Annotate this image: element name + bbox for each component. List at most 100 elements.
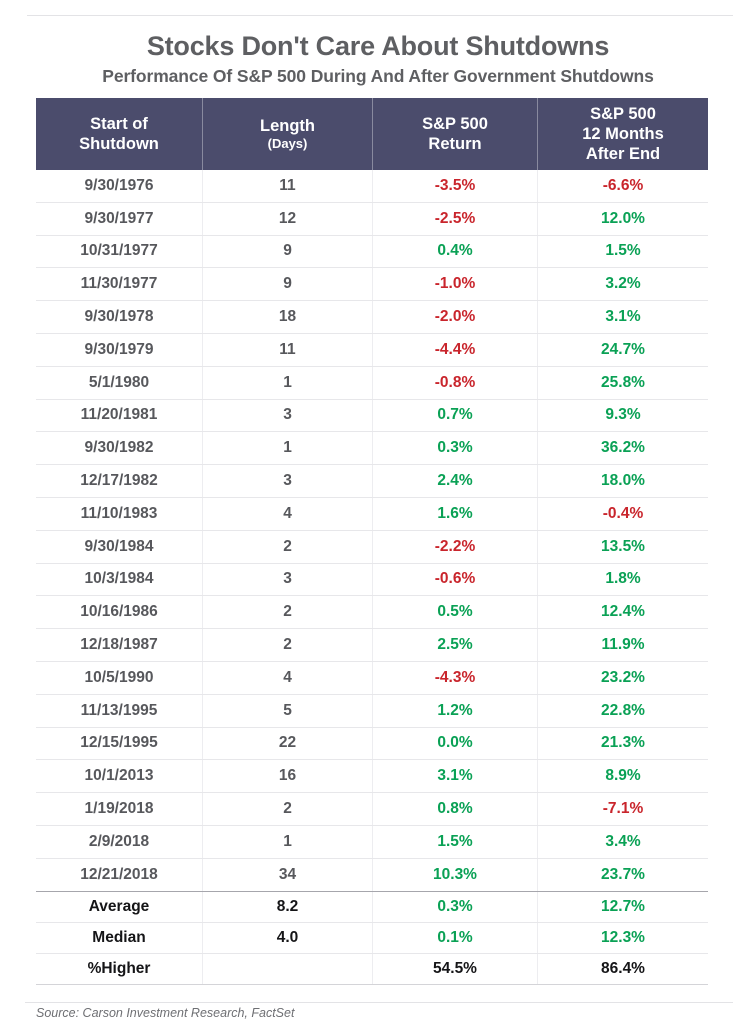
table-row: 11/10/1983 4 1.6% -0.4% (36, 497, 708, 531)
cell-start-date: 12/21/2018 (36, 858, 203, 891)
page-subtitle: Performance Of S&P 500 During And After … (102, 66, 654, 86)
table-row: 9/30/1976 11 -3.5% -6.6% (36, 170, 708, 203)
cell-sp500-12mo-after: 23.2% (601, 668, 645, 686)
table-row: 9/30/1984 2 -2.2% 13.5% (36, 530, 708, 564)
table-row: 9/30/1979 11 -4.4% 24.7% (36, 333, 708, 367)
table-row: 9/30/1982 1 0.3% 36.2% (36, 432, 708, 466)
col-header-label: S&P 500 Return (422, 114, 488, 153)
col-header-sp500-12-months-after: S&P 500 12 Months After End (538, 98, 708, 170)
cell-length-days: 9 (203, 235, 373, 268)
table-row: 10/31/1977 9 0.4% 1.5% (36, 235, 708, 269)
cell-sp500-12mo-after: -7.1% (602, 800, 644, 818)
cell-sp500-12mo-after: 21.3% (601, 734, 645, 752)
cell-start-date: 11/10/1983 (36, 497, 203, 530)
table-row: 10/3/1984 3 -0.6% 1.8% (36, 563, 708, 597)
cell-sp500-return: 0.3% (373, 432, 538, 465)
col-header-sp500-return: S&P 500 Return (373, 98, 538, 170)
cell-start-date: 9/30/1977 (36, 202, 203, 235)
cell-length-days: 3 (203, 563, 373, 596)
cell-start-date: %Higher (36, 953, 203, 985)
cell-length-days: 1 (203, 825, 373, 858)
cell-sp500-return: 0.0% (373, 727, 538, 760)
cell-sp500-12mo-after: -6.6% (602, 176, 644, 194)
cell-length-days: 16 (203, 760, 373, 793)
cell-sp500-return: -1.0% (373, 268, 538, 301)
cell-start-date: Average (36, 891, 203, 922)
cell-length-days: 2 (203, 793, 373, 825)
cell-length-days: 2 (203, 629, 373, 661)
cell-sp500-return: 1.2% (373, 694, 538, 727)
cell-sp500-12mo-after: 1.8% (605, 570, 641, 588)
cell-sp500-return: -2.0% (373, 301, 538, 333)
cell-length-days: 4 (203, 661, 373, 694)
table-row: 5/1/1980 1 -0.8% 25.8% (36, 366, 708, 400)
col-header-length-days: Length (Days) (203, 98, 373, 170)
cell-sp500-12mo-after: 12.0% (601, 209, 645, 227)
cell-sp500-return: 0.5% (373, 596, 538, 629)
col-header-sublabel: (Days) (267, 136, 308, 152)
cell-length-days: 4 (203, 497, 373, 530)
bottom-divider (25, 1002, 733, 1003)
cell-sp500-return: -4.3% (373, 661, 538, 694)
cell-length-days: 22 (203, 727, 373, 760)
cell-length-days: 11 (203, 170, 373, 202)
source-note: Source: Carson Investment Research, Fact… (36, 1006, 295, 1020)
cell-sp500-return: 0.7% (373, 399, 538, 432)
cell-length-days: 34 (203, 858, 373, 891)
cell-sp500-12mo-after: 23.7% (601, 865, 645, 883)
cell-length-days: 3 (203, 465, 373, 497)
table-row: 10/16/1986 2 0.5% 12.4% (36, 596, 708, 630)
cell-start-date: Median (36, 922, 203, 953)
cell-start-date: 11/13/1995 (36, 694, 203, 727)
cell-sp500-return: 1.6% (373, 497, 538, 530)
col-header-label: S&P 500 12 Months After End (582, 104, 664, 164)
cell-start-date: 11/30/1977 (36, 268, 203, 301)
cell-sp500-12mo-after: 12.7% (601, 897, 645, 915)
cell-sp500-return: 10.3% (373, 858, 538, 891)
table-row: 9/30/1978 18 -2.0% 3.1% (36, 301, 708, 334)
cell-length-days: 8.2 (203, 891, 373, 922)
cell-sp500-return: 2.4% (373, 465, 538, 497)
cell-sp500-return: -2.2% (373, 530, 538, 563)
cell-length-days: 12 (203, 202, 373, 235)
top-divider (27, 15, 733, 16)
cell-sp500-return: -0.6% (373, 563, 538, 596)
cell-sp500-12mo-after: 3.1% (605, 308, 641, 326)
cell-sp500-12mo-after: 1.5% (605, 242, 641, 260)
table-header: Start of Shutdown Length (Days) S&P 500 … (36, 98, 708, 170)
cell-length-days: 5 (203, 694, 373, 727)
cell-start-date: 10/3/1984 (36, 563, 203, 596)
cell-start-date: 9/30/1978 (36, 301, 203, 333)
table-row: 12/21/2018 34 10.3% 23.7% (36, 858, 708, 892)
cell-start-date: 10/31/1977 (36, 235, 203, 268)
cell-start-date: 10/5/1990 (36, 661, 203, 694)
table-row: 9/30/1977 12 -2.5% 12.0% (36, 202, 708, 236)
cell-start-date: 12/17/1982 (36, 465, 203, 497)
cell-sp500-12mo-after: 13.5% (601, 537, 645, 555)
cell-start-date: 5/1/1980 (36, 366, 203, 399)
cell-length-days: 9 (203, 268, 373, 301)
cell-sp500-12mo-after: 3.4% (605, 832, 641, 850)
table-row: 12/17/1982 3 2.4% 18.0% (36, 465, 708, 498)
col-header-start-of-shutdown: Start of Shutdown (36, 98, 203, 170)
cell-length-days: 18 (203, 301, 373, 333)
cell-sp500-12mo-after: 3.2% (605, 275, 641, 293)
col-header-label: Start of Shutdown (79, 114, 159, 153)
cell-sp500-12mo-after: 25.8% (601, 373, 645, 391)
cell-sp500-12mo-after: 8.9% (605, 767, 641, 785)
shutdown-performance-table: Start of Shutdown Length (Days) S&P 500 … (36, 98, 708, 986)
cell-sp500-return: 0.8% (373, 793, 538, 825)
cell-start-date: 1/19/2018 (36, 793, 203, 825)
cell-length-days: 2 (203, 596, 373, 629)
cell-sp500-return: -3.5% (373, 170, 538, 202)
table-row: Average 8.2 0.3% 12.7% (36, 891, 708, 923)
cell-start-date: 9/30/1979 (36, 333, 203, 366)
cell-sp500-12mo-after: 12.4% (601, 603, 645, 621)
cell-sp500-12mo-after: 24.7% (601, 340, 645, 358)
cell-start-date: 9/30/1982 (36, 432, 203, 465)
table-row: %Higher 54.5% 86.4% (36, 953, 708, 986)
table-row: Median 4.0 0.1% 12.3% (36, 922, 708, 954)
table-row: 12/18/1987 2 2.5% 11.9% (36, 629, 708, 662)
table-row: 12/15/1995 22 0.0% 21.3% (36, 727, 708, 761)
